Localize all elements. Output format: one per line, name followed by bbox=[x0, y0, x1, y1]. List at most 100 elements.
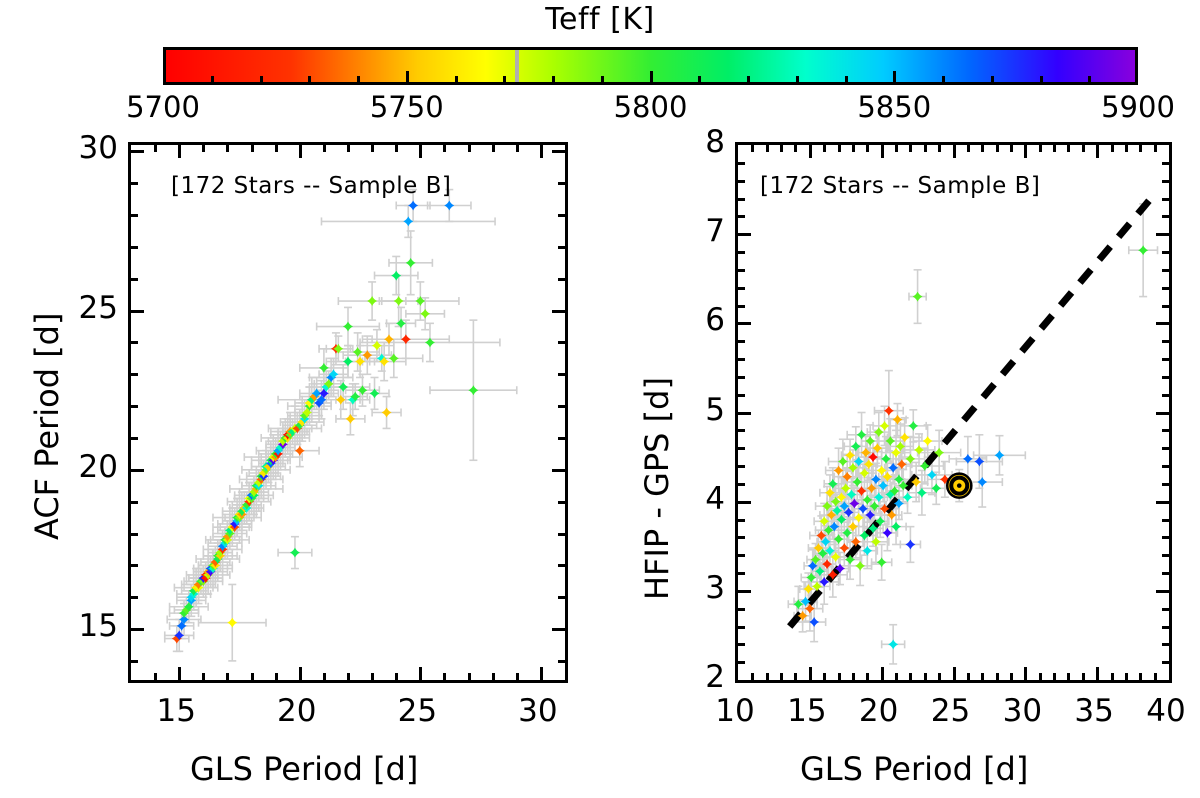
y-minor-tick bbox=[738, 304, 745, 308]
x-minor-tick-top bbox=[371, 145, 375, 152]
x-minor-tick bbox=[1067, 673, 1071, 680]
colorbar-minor-tick bbox=[990, 76, 994, 82]
x-major-tick-top bbox=[298, 145, 302, 158]
x-minor-tick-top bbox=[1009, 145, 1013, 152]
x-minor-tick bbox=[226, 673, 230, 680]
y-ticklabel: 6 bbox=[705, 302, 725, 339]
x-ticklabel: 40 bbox=[1146, 693, 1186, 729]
x-major-tick-top bbox=[419, 145, 423, 158]
y-minor-tick bbox=[738, 358, 745, 361]
y-minor-tick-right bbox=[558, 245, 565, 249]
y-minor-tick bbox=[131, 405, 138, 409]
y-minor-tick bbox=[738, 447, 745, 451]
colorbar-minor-tick bbox=[698, 76, 702, 82]
x-minor-tick bbox=[1053, 673, 1057, 680]
y-ticklabel: 30 bbox=[78, 130, 118, 167]
x-minor-tick bbox=[923, 673, 927, 680]
colorbar-minor-tick bbox=[210, 76, 214, 82]
x-minor-tick-top bbox=[154, 145, 158, 152]
x-minor-tick bbox=[780, 673, 784, 680]
y-major-tick bbox=[738, 589, 751, 593]
x-minor-tick bbox=[443, 673, 447, 680]
x-minor-tick bbox=[794, 673, 798, 680]
y-minor-tick bbox=[738, 518, 745, 522]
x-minor-tick-top bbox=[322, 145, 326, 152]
y-minor-tick-right bbox=[1162, 536, 1169, 540]
x-minor-tick-top bbox=[851, 145, 855, 152]
y-major-tick bbox=[738, 500, 751, 504]
x-major-tick bbox=[880, 667, 884, 680]
right-x-axis-title: GLS Period [d] bbox=[800, 750, 1029, 788]
colorbar-major-tick bbox=[405, 71, 409, 82]
x-minor-tick bbox=[823, 673, 827, 680]
y-ticklabel: 3 bbox=[705, 569, 725, 606]
x-major-tick bbox=[178, 667, 182, 680]
y-minor-tick-right bbox=[1162, 661, 1169, 665]
y-minor-tick bbox=[131, 341, 138, 345]
colorbar-minor-tick bbox=[942, 76, 945, 82]
y-minor-tick-right bbox=[1162, 572, 1169, 575]
x-minor-tick bbox=[491, 673, 495, 680]
x-minor-tick bbox=[938, 673, 942, 680]
colorbar-minor-tick bbox=[259, 76, 263, 82]
y-minor-tick-right bbox=[1162, 518, 1169, 522]
y-minor-tick bbox=[738, 340, 745, 344]
y-ticklabel: 2 bbox=[705, 659, 725, 695]
y-ticklabel: 8 bbox=[705, 124, 725, 160]
y-minor-tick-right bbox=[1162, 215, 1169, 219]
right-data-layer bbox=[787, 191, 1159, 665]
y-minor-tick-right bbox=[1162, 375, 1169, 379]
y-minor-tick-right bbox=[558, 596, 565, 600]
colorbar-minor-tick bbox=[844, 76, 848, 82]
x-minor-tick-top bbox=[1067, 145, 1071, 152]
y-minor-tick-right bbox=[558, 405, 565, 409]
y-minor-tick-right bbox=[1162, 268, 1169, 272]
x-minor-tick bbox=[1124, 673, 1128, 680]
y-minor-tick-right bbox=[1162, 554, 1169, 558]
x-minor-tick-top bbox=[823, 145, 827, 152]
colorbar-minor-tick bbox=[454, 76, 458, 82]
x-ticklabel: 15 bbox=[156, 693, 196, 729]
left-scatter-panel: [172 Stars -- Sample B] bbox=[128, 142, 568, 683]
x-major-tick bbox=[298, 667, 302, 680]
x-ticklabel: 25 bbox=[930, 693, 971, 729]
colorbar-ticklabel: 5900 bbox=[1101, 90, 1175, 124]
y-major-tick bbox=[131, 150, 144, 154]
y-minor-tick bbox=[738, 268, 745, 272]
x-major-tick-top bbox=[1024, 145, 1028, 158]
y-minor-tick-right bbox=[558, 214, 565, 218]
y-minor-tick bbox=[738, 554, 745, 558]
x-minor-tick bbox=[851, 673, 855, 680]
y-minor-tick bbox=[738, 572, 745, 575]
x-minor-tick bbox=[1038, 673, 1042, 680]
x-minor-tick-top bbox=[1124, 145, 1128, 152]
solar-symbol-marker bbox=[945, 472, 973, 499]
y-minor-tick-right bbox=[558, 659, 565, 663]
x-major-tick bbox=[952, 667, 956, 680]
y-ticklabel: 5 bbox=[705, 391, 725, 428]
y-minor-tick bbox=[738, 482, 745, 486]
x-minor-tick bbox=[1139, 673, 1143, 680]
y-minor-tick-right bbox=[558, 436, 565, 440]
left-plot-area bbox=[131, 145, 565, 680]
colorbar-ticklabel: 5700 bbox=[126, 90, 200, 124]
x-major-tick-top bbox=[880, 145, 884, 158]
y-minor-tick-right bbox=[1162, 251, 1169, 254]
y-minor-tick bbox=[131, 373, 138, 377]
x-major-tick-top bbox=[952, 145, 956, 158]
x-ticklabel: 10 bbox=[715, 693, 755, 729]
x-minor-tick-top bbox=[909, 145, 913, 152]
x-minor-tick bbox=[1153, 673, 1157, 680]
x-minor-tick bbox=[322, 673, 326, 680]
x-minor-tick-top bbox=[395, 145, 399, 152]
colorbar-ticklabel: 5800 bbox=[613, 90, 688, 124]
x-minor-tick-top bbox=[1110, 145, 1114, 152]
x-major-tick bbox=[1096, 667, 1100, 680]
y-minor-tick bbox=[738, 286, 745, 290]
y-minor-tick-right bbox=[1162, 358, 1169, 361]
colorbar-minor-tick bbox=[552, 76, 555, 82]
y-major-tick bbox=[131, 628, 144, 632]
y-minor-tick bbox=[738, 251, 745, 254]
x-minor-tick bbox=[1081, 673, 1085, 680]
y-major-tick-right bbox=[552, 628, 565, 632]
